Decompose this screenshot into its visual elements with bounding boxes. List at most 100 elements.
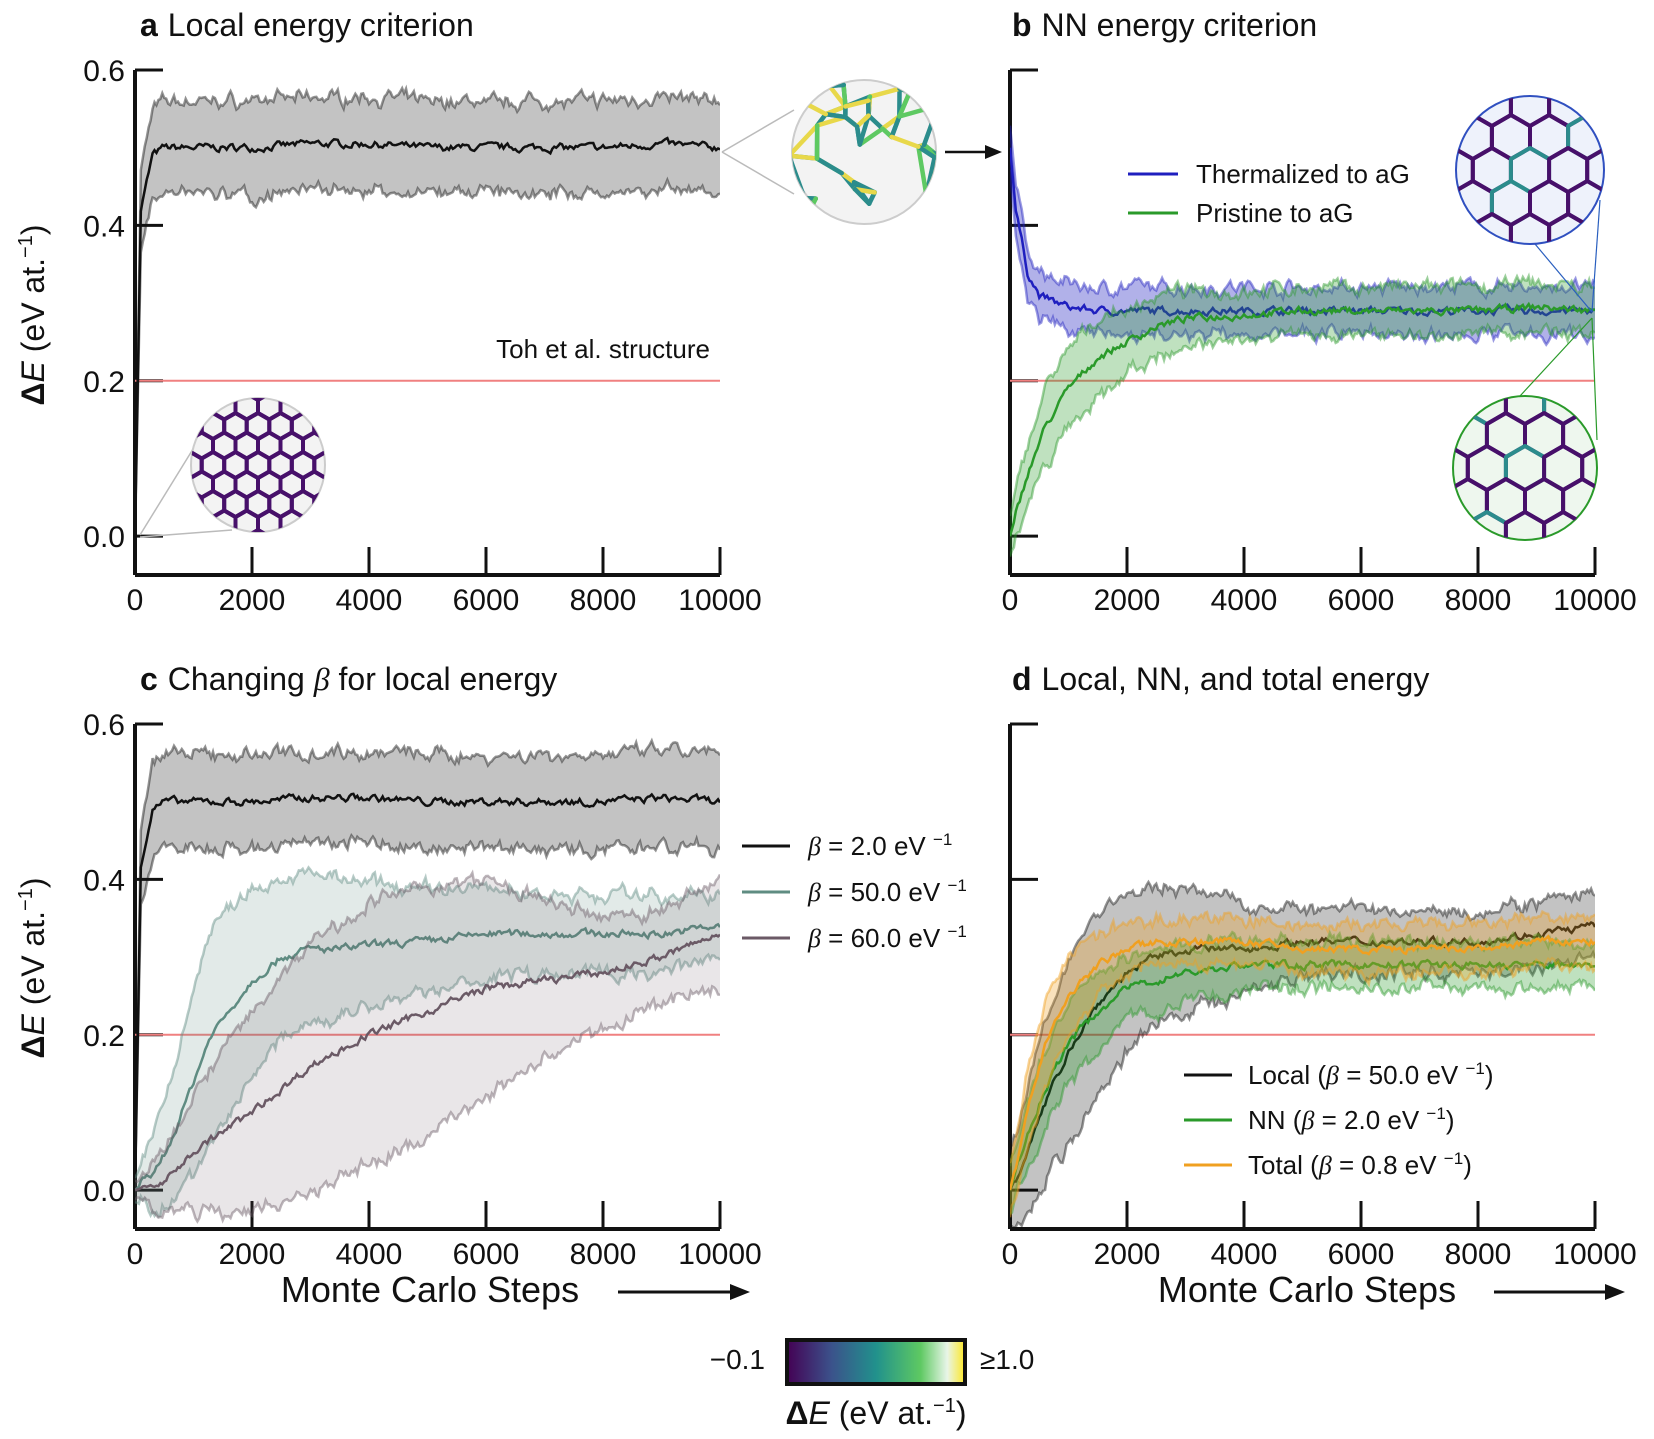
panel-a-toh-annotation: Toh et al. structure: [496, 334, 710, 364]
panel-b-xtick-label: 4000: [1211, 584, 1278, 617]
network-bond: [854, 124, 863, 147]
panel-a-plot: 0 2000 4000 6000 8000 10000 0.0 0.2 0.4 0.6: [83, 55, 761, 617]
inset-b2-connector-right: [1591, 317, 1598, 441]
lattice-hexagon: [312, 489, 325, 519]
panel-b-pristine-line: [1010, 301, 1595, 537]
panel-c-beta60-line: [135, 933, 720, 1192]
network-bond: [841, 82, 848, 109]
panel-c-plot: 0 2000 4000 6000 8000 10000 0.0 0.2 0.4 0.6: [83, 709, 761, 1271]
panel-c-ytick-label: 0.0: [83, 1175, 125, 1208]
panel-d-xtick-label: 2000: [1094, 1238, 1161, 1271]
legend-b-pristine-label: Pristine to aG: [1196, 198, 1354, 228]
panel-a-title-text: Local energy criterion: [168, 7, 474, 43]
network-bond: [802, 195, 808, 202]
network-bond: [814, 156, 845, 176]
panel-d-title-text: Local, NN, and total energy: [1042, 661, 1430, 697]
legend-c-beta60-label: β = 60.0 eV −1: [807, 922, 967, 953]
lattice-hexagon: [191, 489, 204, 519]
panel-c-beta60-lower: [135, 984, 720, 1224]
panel-a-xtick-label: 0: [127, 584, 144, 617]
inset-b2-circle: [1452, 395, 1598, 541]
network-bond: [916, 144, 936, 162]
inset-a1-circle: [190, 397, 326, 533]
panel-c-legend: β = 2.0 eV −1 β = 50.0 eV −1 β = 60.0 eV…: [742, 830, 967, 953]
panel-c-xtick-label: 8000: [570, 1238, 637, 1271]
panel-a-ylabel: ΔE (eV at.−1): [15, 225, 51, 406]
network-bond: [792, 84, 821, 100]
panel-c-title-sym: β: [313, 661, 330, 697]
inset-a2-connector-top: [721, 109, 795, 153]
panel-c-title: c Changing β for local energy: [140, 661, 557, 697]
network-bond: [792, 195, 807, 224]
panel-a-ytick-label: 0.2: [83, 366, 125, 399]
inset-a2-connector-bottom: [721, 151, 795, 195]
panel-d-xtick-label: 6000: [1328, 1238, 1395, 1271]
colorbar-max-label: ≥1.0: [980, 1344, 1034, 1375]
lattice-hexagon: [1585, 146, 1604, 194]
network-bond: [857, 126, 885, 147]
network-bond: [792, 197, 808, 224]
panel-c-letter: c: [140, 661, 158, 697]
network-bond: [852, 186, 872, 206]
panel-a-xtick-label: 8000: [570, 584, 637, 617]
network-bond: [815, 80, 827, 89]
panel-d-total-lower: [1010, 956, 1595, 1218]
panel-d-local-line: [1010, 921, 1595, 1191]
panel-b-plot: 0 2000 4000 6000 8000 10000: [1002, 68, 1637, 617]
panel-c-xtick-label: 0: [127, 1238, 144, 1271]
network-bond: [800, 197, 808, 224]
panel-d-xtick-label: 10000: [1553, 1238, 1636, 1271]
panel-a-xtick-label: 2000: [219, 584, 286, 617]
network-bond: [802, 195, 808, 202]
panel-a-local-lower: [135, 176, 720, 541]
panel-b-xtick-label: 0: [1002, 584, 1019, 617]
panel-a-title: a Local energy criterion: [140, 7, 474, 43]
network-bond: [916, 144, 929, 198]
panel-a-local-upper: [135, 84, 720, 533]
panel-d-pristine-upper: [1010, 929, 1595, 1167]
panel-c-beta50-line: [135, 922, 720, 1192]
panel-b-legend: Thermalized to aG Pristine to aG: [1128, 159, 1410, 228]
colorbar-gradient: [785, 1338, 967, 1386]
panel-c-title-pre: Changing: [168, 661, 314, 697]
legend-d-total-label: Total (β = 0.8 eV −1): [1248, 1149, 1472, 1180]
lattice-hexagon: [1580, 444, 1597, 492]
network-bond: [792, 84, 821, 100]
panel-a-local-line: [135, 136, 720, 537]
panel-b-pristine-band: [1010, 276, 1595, 557]
legend-d-nn-label: NN (β = 2.0 eV −1): [1248, 1104, 1454, 1135]
panel-d-pristine-line: [1010, 958, 1595, 1191]
panel-a-xtick-label: 4000: [336, 584, 403, 617]
panel-b-inset-pristine: [1452, 317, 1598, 541]
panel-c-ytick-label: 0.2: [83, 1020, 125, 1053]
panel-b-thermalized-upper: [1010, 125, 1595, 303]
colorbar-min-label: −0.1: [710, 1344, 765, 1375]
panel-d-xlabel-group: Monte Carlo Steps: [1158, 1269, 1625, 1310]
panel-d-xtick-label: 8000: [1445, 1238, 1512, 1271]
inset-b1-connector-left: [1534, 243, 1593, 313]
panel-c-beta50-band: [135, 867, 720, 1217]
panel-d-plot: 0 2000 4000 6000 8000 10000: [1002, 722, 1637, 1271]
panel-c-ytick-label: 0.4: [83, 864, 125, 897]
lattice-hexagon: [244, 398, 272, 402]
legend-d-local-label: Local (β = 50.0 eV −1): [1248, 1059, 1494, 1090]
panel-b-thermalized-lower: [1010, 169, 1595, 347]
panel-b-pristine-upper: [1010, 272, 1595, 517]
panel-a-series-area: [135, 84, 720, 541]
network-bond: [792, 123, 820, 158]
panel-c-local-lower: [135, 832, 720, 1193]
network-bond: [843, 98, 871, 109]
colorbar: −0.1 ≥1.0 ΔE (eV at.−1): [710, 1338, 1034, 1431]
network-bond: [800, 197, 808, 224]
panel-b-thermalized-band: [1010, 125, 1595, 345]
panel-d-letter: d: [1012, 661, 1032, 697]
network-bond: [800, 195, 807, 224]
network-bond: [800, 195, 807, 224]
network-bond: [800, 196, 818, 224]
network-bond: [867, 86, 902, 99]
panel-d-xlabel: Monte Carlo Steps: [1158, 1269, 1456, 1310]
panel-a-xtick-label: 10000: [678, 584, 761, 617]
panel-d-total-line: [1010, 934, 1595, 1191]
lattice-hexagon: [312, 450, 325, 480]
